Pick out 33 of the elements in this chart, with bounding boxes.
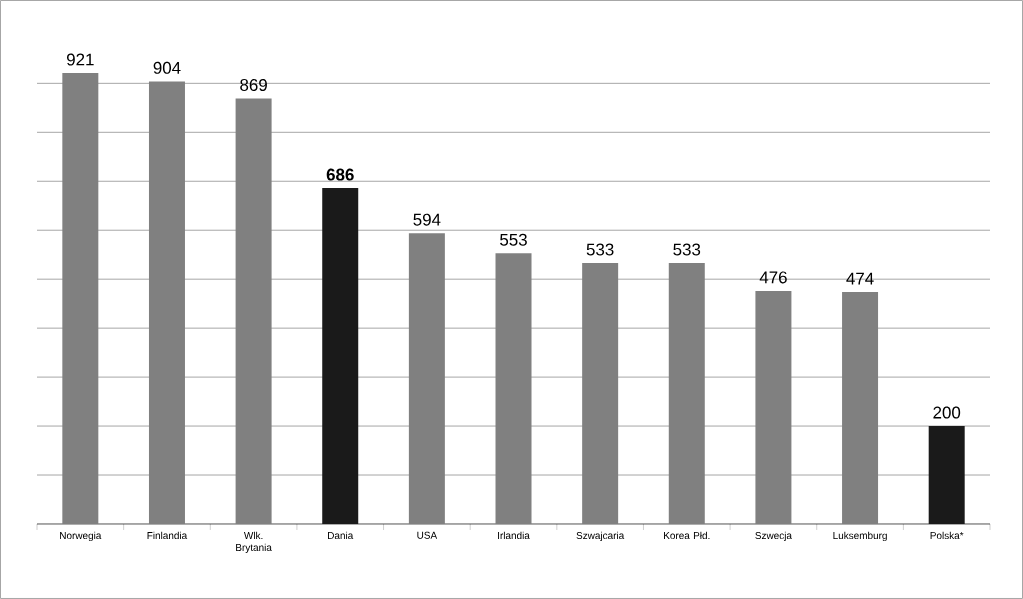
bar [322, 188, 359, 524]
x-tick-label: USA [417, 531, 438, 539]
data-label: 686 [326, 168, 354, 181]
x-tick-label: Irlandia [498, 531, 530, 540]
x-tick-label: Wlk. Brytania [236, 531, 272, 553]
data-label: 594 [413, 213, 441, 226]
x-tick-label: Polska* [930, 531, 964, 540]
data-label: 533 [673, 243, 701, 256]
data-label: 921 [67, 53, 94, 66]
bar [755, 290, 792, 524]
data-label: 200 [933, 406, 961, 419]
bar [582, 263, 619, 524]
bar [495, 253, 532, 524]
x-tick-label: Dania [328, 531, 354, 540]
data-label: 553 [500, 233, 527, 246]
data-label: 476 [759, 271, 787, 284]
bar [408, 233, 445, 524]
x-tick-label: Norwegia [60, 531, 102, 542]
bar [235, 98, 272, 524]
bar [148, 81, 185, 524]
x-tick-label: Finlandia [147, 531, 188, 540]
bar [62, 73, 99, 524]
x-tick-label: Luksemburg [833, 531, 887, 542]
x-tick-label: Szwecja [755, 531, 792, 542]
data-label: 869 [240, 79, 267, 91]
bar [668, 263, 705, 524]
data-label: 533 [586, 243, 614, 256]
data-label: 474 [846, 272, 874, 285]
data-label: 904 [153, 61, 181, 74]
bar [928, 426, 965, 524]
x-tick-label: Szwajcaria [576, 531, 625, 542]
x-tick-label: Korea Płd. [664, 531, 710, 540]
bar [842, 291, 879, 524]
